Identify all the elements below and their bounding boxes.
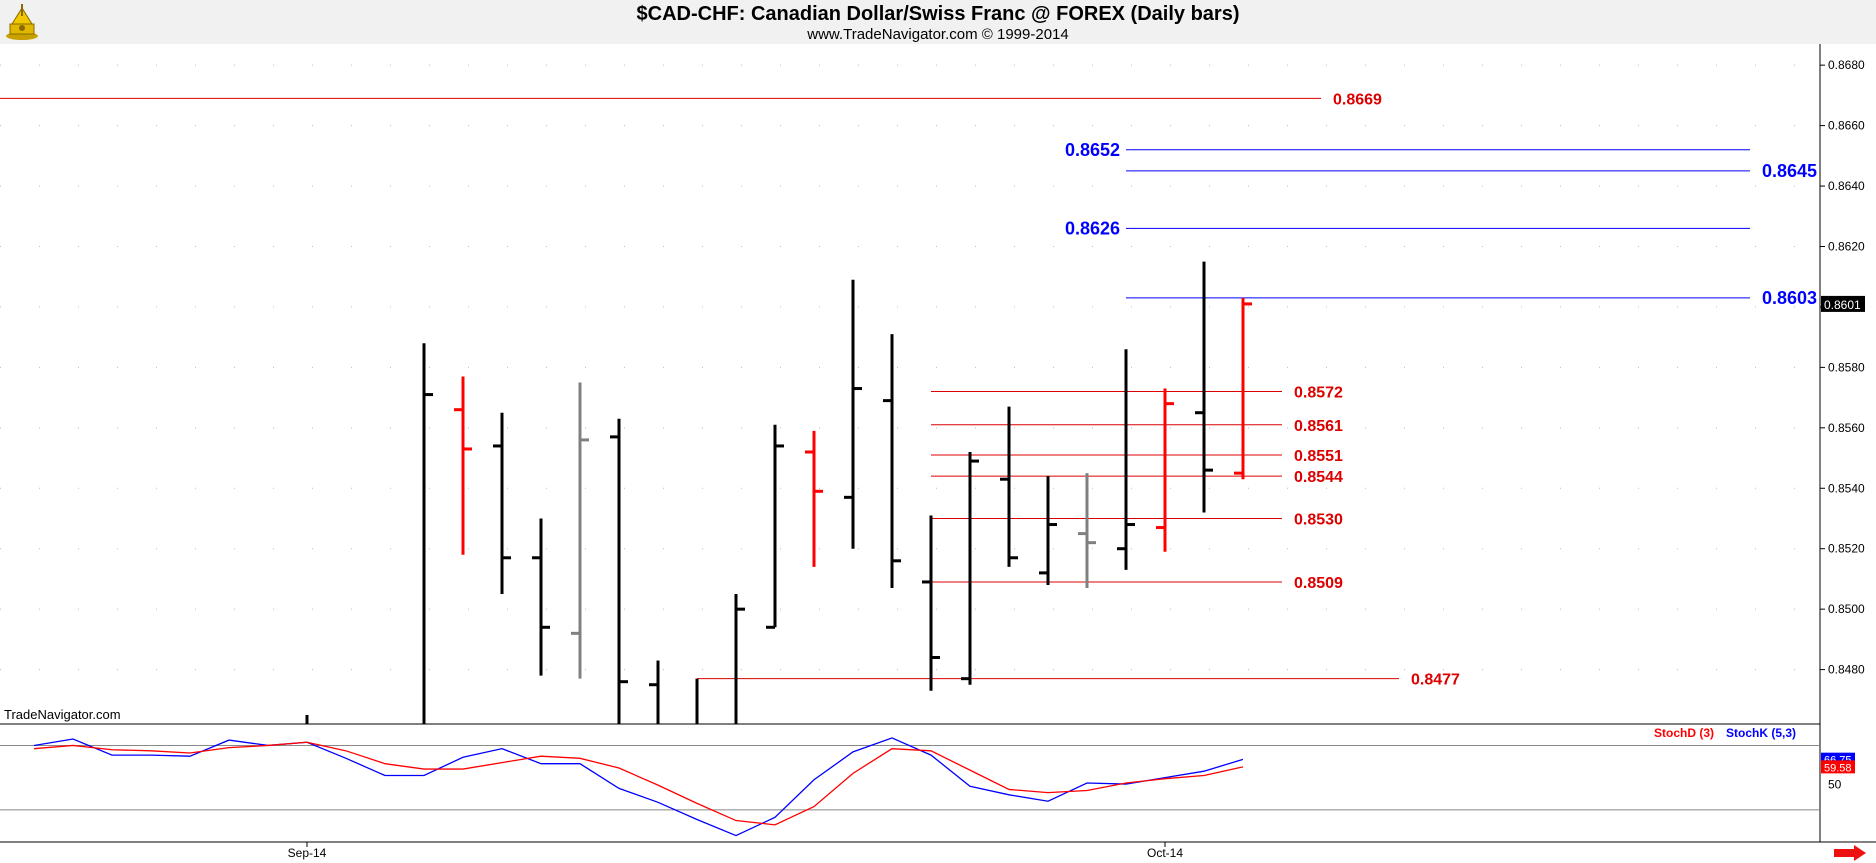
watermark-text: TradeNavigator.com xyxy=(4,707,121,722)
stoch-axis-label: 50 xyxy=(1828,778,1842,792)
level-label: 0.8544 xyxy=(1294,469,1343,486)
level-label: 0.8551 xyxy=(1294,448,1343,465)
price-axis-label: 0.8520 xyxy=(1828,542,1865,556)
price-axis-label: 0.8620 xyxy=(1828,239,1865,253)
price-axis-label: 0.8680 xyxy=(1828,58,1865,72)
trade-navigator-logo xyxy=(2,2,42,42)
price-axis-label: 0.8640 xyxy=(1828,179,1865,193)
stoch-k-line xyxy=(33,737,1244,837)
price-axis-label: 0.8580 xyxy=(1828,360,1865,374)
level-label: 0.8477 xyxy=(1411,672,1460,689)
level-label: 0.8669 xyxy=(1333,91,1382,108)
level-label: 0.8530 xyxy=(1294,511,1343,528)
stoch-d-value: 59.58 xyxy=(1824,762,1852,774)
level-label: 0.8509 xyxy=(1294,575,1343,592)
time-axis-label: Sep-14 xyxy=(288,846,327,860)
stoch-d-value-box xyxy=(1821,760,1855,774)
price-axis-label: 0.8480 xyxy=(1828,663,1865,677)
last-price-label: 0.8601 xyxy=(1824,298,1861,312)
title-bar xyxy=(0,0,1876,44)
legend-stoch-k: StochK (5,3) xyxy=(1726,726,1796,740)
level-label: 0.8652 xyxy=(1065,140,1120,160)
price-axis-label: 0.8560 xyxy=(1828,421,1865,435)
price-axis-label: 0.8540 xyxy=(1828,481,1865,495)
price-axis-label: 0.8500 xyxy=(1828,602,1865,616)
level-label: 0.8572 xyxy=(1294,385,1343,402)
chart-subtitle: www.TradeNavigator.com © 1999-2014 xyxy=(807,26,1069,43)
chart-title: $CAD-CHF: Canadian Dollar/Swiss Franc @ … xyxy=(636,3,1240,25)
level-label: 0.8626 xyxy=(1065,218,1120,238)
scroll-right-arrow-icon[interactable] xyxy=(1834,845,1866,861)
stoch-d-line xyxy=(33,741,1244,826)
level-label: 0.8603 xyxy=(1762,288,1817,308)
time-axis-label: Oct-14 xyxy=(1147,846,1183,860)
level-label: 0.8561 xyxy=(1294,418,1343,435)
level-label: 0.8645 xyxy=(1762,161,1817,181)
price-axis-label: 0.8660 xyxy=(1828,119,1865,133)
legend-stoch-d: StochD (3) xyxy=(1654,726,1714,740)
last-price-box xyxy=(1821,295,1865,312)
